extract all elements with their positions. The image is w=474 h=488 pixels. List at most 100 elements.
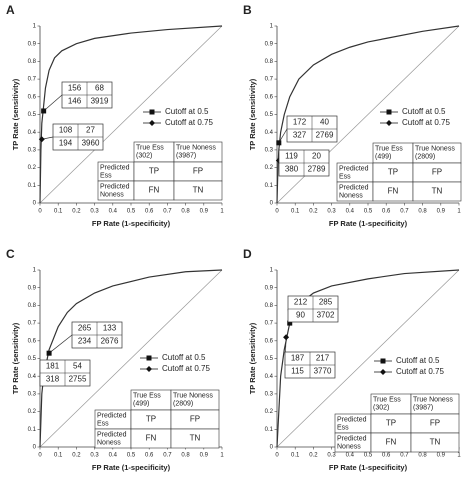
x-tick-label: 1 — [220, 209, 224, 215]
x-tick-label: 0.1 — [291, 453, 300, 459]
matrix-value: 27 — [86, 126, 95, 135]
table-value: FN — [146, 434, 157, 443]
y-tick-label: 0.2 — [265, 409, 274, 415]
legend-label: Cutoff at 0.5 — [165, 107, 209, 116]
y-tick-label: 1 — [270, 24, 274, 30]
matrix-value: 285 — [319, 298, 333, 307]
y-tick-label: 0.6 — [265, 338, 274, 344]
legend-label: Cutoff at 0.75 — [162, 364, 210, 373]
y-axis-label: TP Rate (sensitivity) — [248, 322, 257, 394]
x-tick-label: 0.3 — [90, 209, 99, 215]
row-header: Noness — [97, 439, 121, 446]
x-tick-label: 0 — [275, 209, 279, 215]
legend-marker — [386, 120, 392, 126]
x-tick-label: 0.3 — [327, 453, 336, 459]
matrix-value: 3770 — [314, 367, 332, 376]
y-axis-label: TP Rate (sensitivity) — [11, 78, 20, 150]
table-value: FP — [432, 168, 442, 177]
diagonal — [39, 25, 223, 204]
matrix-value: 234 — [78, 337, 92, 346]
matrix-value: 217 — [316, 354, 330, 363]
table-value: TN — [432, 187, 443, 196]
x-tick-label: 0.6 — [145, 453, 154, 459]
column-header: True Noness — [173, 392, 213, 399]
matrix-value: 318 — [46, 375, 60, 384]
legend-label: Cutoff at 0.5 — [162, 353, 206, 362]
panel-label: D — [243, 247, 252, 261]
y-tick-label: 0.5 — [265, 356, 274, 362]
x-tick-label: 0.2 — [72, 209, 81, 215]
x-axis-label: FP Rate (1-specificity) — [92, 463, 171, 472]
cutoff-marker — [38, 136, 45, 143]
table-value: TP — [386, 419, 396, 428]
x-tick-label: 0.4 — [109, 453, 118, 459]
legend-marker — [386, 109, 392, 115]
matrix-value: 181 — [46, 362, 60, 371]
x-tick-label: 0.9 — [200, 209, 209, 215]
y-tick-label: 1 — [33, 268, 37, 274]
cutoff-marker — [46, 350, 52, 356]
matrix-value: 40 — [320, 118, 329, 127]
legend-marker — [146, 366, 152, 372]
x-tick-label: 0.4 — [109, 209, 118, 215]
x-axis-label: FP Rate (1-specificity) — [92, 219, 171, 228]
y-tick-label: 0.7 — [265, 77, 274, 83]
matrix-value: 156 — [68, 84, 82, 93]
x-tick-label: 0.5 — [364, 209, 373, 215]
row-header: Ess — [337, 424, 349, 431]
y-tick-label: 0.3 — [265, 391, 274, 397]
y-tick-label: 0.8 — [28, 59, 37, 65]
y-tick-label: 0 — [33, 201, 37, 207]
row-header: Predicted — [100, 164, 130, 171]
column-header: True Ess — [373, 396, 401, 403]
panel: A 0 0.1 0.2 0.3 0.4 0.5 0.6 0.7 0.8 0.9 1 0 0.1 0.2 0.3… — [6, 3, 224, 228]
x-tick-label: 0.5 — [364, 453, 373, 459]
y-tick-label: 0.8 — [265, 59, 274, 65]
y-tick-label: 0.8 — [28, 303, 37, 309]
y-tick-label: 0.7 — [28, 321, 37, 327]
y-tick-label: 0.2 — [28, 165, 37, 171]
x-tick-label: 0.6 — [382, 453, 391, 459]
matrix-value: 2755 — [69, 375, 87, 384]
x-tick-label: 0.9 — [437, 453, 446, 459]
y-tick-label: 0.2 — [28, 409, 37, 415]
y-tick-label: 0.1 — [265, 427, 274, 433]
row-header: Ess — [339, 173, 351, 180]
matrix-value: 2769 — [316, 131, 334, 140]
y-tick-label: 0.9 — [265, 41, 274, 47]
x-tick-label: 0 — [275, 453, 279, 459]
matrix-value: 194 — [59, 139, 73, 148]
matrix-value: 380 — [285, 165, 299, 174]
table-cell — [412, 181, 462, 202]
x-tick-label: 0.3 — [90, 453, 99, 459]
legend-label: Cutoff at 0.5 — [396, 356, 440, 365]
column-header: (2809) — [415, 153, 435, 160]
matrix-value: 212 — [294, 298, 308, 307]
panel: D 0 0.1 0.2 0.3 0.4 0.5 0.6 0.7 0.8 0.9 1 0 0.1 0.2 0.3… — [243, 247, 461, 472]
matrix-value: 68 — [95, 84, 104, 93]
y-tick-label: 0 — [270, 201, 274, 207]
table-value: TN — [193, 186, 204, 195]
x-tick-label: 0.6 — [145, 209, 154, 215]
y-axis-label: TP Rate (sensitivity) — [11, 322, 20, 394]
y-tick-label: 0 — [270, 445, 274, 451]
table-value: FN — [386, 438, 397, 447]
legend-marker — [380, 358, 386, 364]
x-tick-label: 0.4 — [346, 453, 355, 459]
legend-label: Cutoff at 0.75 — [402, 118, 450, 127]
legend-marker — [149, 109, 155, 115]
matrix-value: 108 — [59, 126, 73, 135]
y-tick-label: 0.7 — [265, 321, 274, 327]
x-tick-label: 0 — [38, 209, 42, 215]
y-tick-label: 0.8 — [265, 303, 274, 309]
matrix-value: 2789 — [308, 165, 326, 174]
x-tick-label: 0.1 — [54, 209, 63, 215]
pointer — [48, 334, 73, 354]
column-header: True Noness — [413, 396, 453, 403]
y-tick-label: 0.6 — [28, 338, 37, 344]
panel: B 0 0.1 0.2 0.3 0.4 0.5 0.6 0.7 0.8 0.9 1 0 0.1 0.2 0.3… — [243, 3, 461, 228]
y-tick-label: 0.5 — [28, 356, 37, 362]
x-tick-label: 0.5 — [127, 209, 136, 215]
x-tick-label: 1 — [457, 209, 461, 215]
x-tick-label: 0.7 — [400, 209, 409, 215]
